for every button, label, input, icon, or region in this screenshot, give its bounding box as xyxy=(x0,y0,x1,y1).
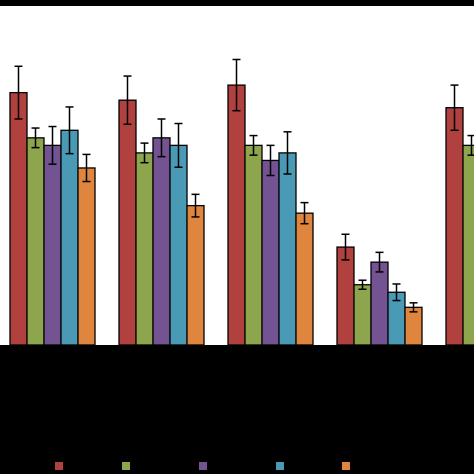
error-bar-3-4 xyxy=(283,131,292,175)
error-bar-4-2 xyxy=(358,279,367,291)
bar-2-5 xyxy=(186,204,205,346)
bar-3-1 xyxy=(227,84,246,346)
error-bar-2-2 xyxy=(140,142,149,164)
bar-5-2 xyxy=(462,144,474,346)
error-bar-3-1 xyxy=(232,58,241,112)
error-bar-3-3 xyxy=(266,144,275,177)
bar-4-3 xyxy=(370,261,389,346)
legend-swatch-5 xyxy=(342,462,350,470)
bar-4-2 xyxy=(353,284,372,346)
bar-3-2 xyxy=(244,144,263,346)
bar-2-1 xyxy=(118,99,137,346)
error-bar-5-2 xyxy=(467,134,474,156)
bar-1-4 xyxy=(60,129,79,346)
error-bar-5-1 xyxy=(450,84,459,132)
legend-swatch-1 xyxy=(55,462,63,470)
legend-swatch-2 xyxy=(122,462,130,470)
bar-2-2 xyxy=(135,152,154,346)
error-bar-4-4 xyxy=(392,283,401,302)
bar-2-3 xyxy=(152,137,171,346)
bar-5-1 xyxy=(445,107,464,346)
bar-1-5 xyxy=(77,167,96,346)
bar-3-4 xyxy=(278,152,297,346)
bar-1-2 xyxy=(26,137,45,346)
error-bar-1-3 xyxy=(48,125,57,165)
error-bar-2-1 xyxy=(123,75,132,126)
error-bar-4-5 xyxy=(409,302,418,313)
error-bar-2-3 xyxy=(157,118,166,158)
bar-1-1 xyxy=(9,91,28,346)
error-bar-1-2 xyxy=(31,127,40,149)
top-border xyxy=(0,0,474,6)
error-bar-4-1 xyxy=(341,233,350,261)
error-bar-3-2 xyxy=(249,134,258,156)
bar-2-4 xyxy=(169,144,188,346)
error-bar-1-4 xyxy=(65,106,74,155)
bars-layer xyxy=(9,84,474,346)
bar-3-5 xyxy=(295,212,314,346)
bar-3-3 xyxy=(261,159,280,346)
error-bar-3-5 xyxy=(300,201,309,225)
legend-swatch-4 xyxy=(276,462,284,470)
legend xyxy=(55,462,350,470)
error-bar-4-3 xyxy=(375,251,384,273)
error-bar-1-1 xyxy=(14,65,23,120)
error-bars-layer xyxy=(14,58,474,313)
legend-swatch-3 xyxy=(199,462,207,470)
bar-1-3 xyxy=(43,144,62,346)
bar-4-1 xyxy=(336,246,355,346)
error-bar-1-5 xyxy=(82,153,91,183)
bar-4-5 xyxy=(404,306,423,346)
x-axis-band xyxy=(0,345,474,474)
error-bar-2-5 xyxy=(191,193,200,218)
error-bar-2-4 xyxy=(174,122,183,168)
